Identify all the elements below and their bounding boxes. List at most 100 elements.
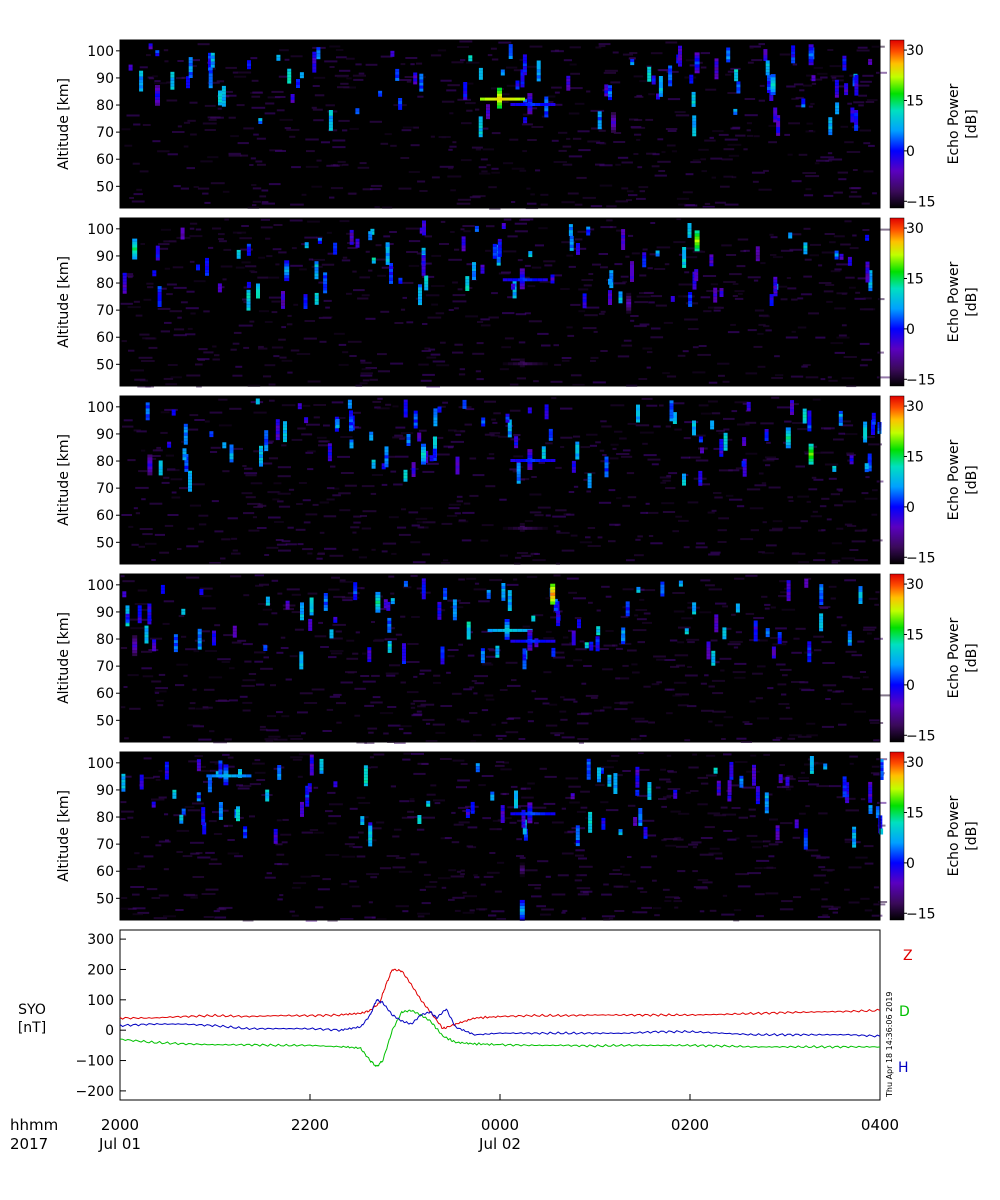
noise-cell [217,107,222,110]
echo-cell [868,796,873,800]
feature-cell [510,812,516,816]
noise-cell [481,775,494,777]
echo-cell [229,456,234,460]
feature-cell [504,624,510,628]
noise-cell [630,315,639,317]
noise-cell [266,276,280,279]
echo-cell [804,584,809,588]
noise-cell [619,701,634,704]
y-tick-label: 80 [96,276,114,292]
noise-cell [606,759,618,762]
noise-cell [722,894,728,897]
colorbar [889,39,905,209]
echo-cell [122,281,127,285]
noise-cell [265,237,271,240]
noise-cell [319,440,330,443]
noise-cell [513,69,526,72]
noise-cell [291,611,305,614]
noise-cell [277,863,289,866]
echo-cell [212,642,216,646]
noise-cell [311,258,325,261]
noise-cell [532,559,546,562]
noise-cell [296,503,303,505]
feature-cell [515,103,521,106]
noise-cell [400,681,406,684]
echo-cell [741,463,746,467]
echo-cell [413,416,418,420]
noise-cell [787,287,797,290]
feature-cell [527,461,533,464]
echo-cell [413,78,418,82]
echo-cell [809,756,814,759]
noise-cell [509,821,517,824]
feature-cell [497,93,502,97]
noise-cell [452,896,465,899]
echo-cell [630,59,635,63]
noise-cell [128,525,134,528]
noise-cell [171,496,181,499]
echo-cell [682,476,686,480]
echo-cell [333,245,338,249]
feature-cell [770,77,776,81]
echo-cell [497,238,502,242]
noise-cell [415,517,428,520]
noise-cell [772,520,783,523]
echo-cell [879,828,884,832]
noise-cell [467,654,475,657]
noise-cell [727,331,740,334]
feature-cell [512,628,518,632]
feature-cell [147,472,153,476]
echo-cell [307,783,312,787]
echo-cell [355,108,360,112]
noise-cell [408,511,419,514]
feature-cell [505,97,510,101]
noise-cell [201,607,216,610]
feature-cell [519,516,525,520]
noise-cell [599,142,607,145]
noise-cell [633,75,644,78]
noise-cell [422,323,428,325]
echo-cell [263,645,268,649]
noise-cell [745,574,758,577]
noise-cell [469,712,478,714]
echo-cell [139,70,144,74]
noise-cell [662,511,676,513]
noise-cell [190,896,198,899]
echo-cell [819,590,824,594]
echo-cell [303,306,308,309]
echo-cell [604,93,609,97]
noise-cell [833,191,843,194]
noise-cell [682,191,693,194]
noise-cell [278,338,286,341]
noise-cell [160,330,170,333]
noise-cell [434,802,441,805]
echo-cell [726,50,731,54]
noise-cell [861,436,875,438]
echo-cell [440,652,445,656]
noise-cell [557,874,569,877]
noise-cell [659,476,671,479]
noise-cell [448,503,461,506]
noise-cell [276,651,284,654]
echo-cell [353,585,358,589]
echo-cell [568,230,573,234]
echo-cell [402,646,406,650]
echo-cell [868,805,873,809]
echo-cell [419,73,424,77]
noise-cell [456,500,463,503]
noise-cell [549,703,558,706]
echo-cell [432,457,437,461]
echo-cell [501,585,506,589]
echo-cell [164,776,169,780]
echo-cell [188,482,192,486]
noise-cell [358,831,364,834]
echo-cell [417,815,422,818]
noise-cell [472,352,485,355]
echo-cell [305,797,310,801]
echo-cell [309,754,314,758]
noise-cell [357,297,369,300]
noise-cell [436,453,450,456]
echo-cell [283,433,287,437]
noise-cell [151,897,161,899]
noise-cell [664,688,675,691]
